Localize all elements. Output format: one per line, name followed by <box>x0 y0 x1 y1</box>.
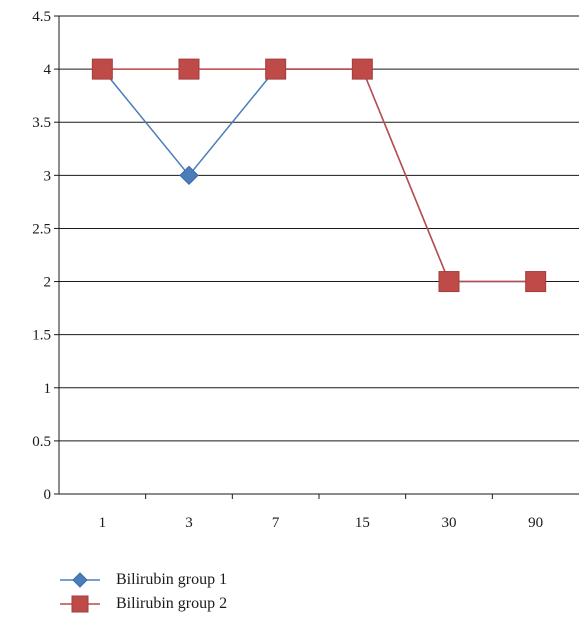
x-tick-labels: 1 3 7 15 30 90 <box>99 515 544 531</box>
legend-item-group-1: Bilirubin group 1 <box>60 568 227 592</box>
x-tick-label: 15 <box>355 515 370 531</box>
y-tick-label: 0 <box>44 487 52 503</box>
axes <box>54 16 579 499</box>
y-tick-label: 1 <box>44 381 52 397</box>
x-tick-label: 1 <box>99 515 107 531</box>
x-tick-label: 90 <box>528 515 543 531</box>
data-point <box>526 272 546 292</box>
y-tick-label: 0.5 <box>32 434 51 450</box>
y-tick-label: 2 <box>44 275 52 291</box>
y-tick-label: 1.5 <box>32 328 51 344</box>
x-tick-label: 3 <box>185 515 193 531</box>
y-tick-labels: 0 0.5 1 1.5 2 2.5 3 3.5 4 4.5 <box>32 9 51 503</box>
data-point <box>439 272 459 292</box>
data-point <box>266 59 286 79</box>
legend: Bilirubin group 1 Bilirubin group 2 <box>60 568 227 616</box>
y-tick-label: 4.5 <box>32 9 51 25</box>
data-point <box>352 59 372 79</box>
legend-label-group-1: Bilirubin group 1 <box>116 571 227 589</box>
diamond-marker-icon <box>60 570 100 590</box>
square-marker-icon <box>60 594 100 614</box>
data-point <box>179 59 199 79</box>
x-tick-label: 30 <box>442 515 457 531</box>
y-tick-label: 3.5 <box>32 115 51 131</box>
legend-label-group-2: Bilirubin group 2 <box>116 595 227 613</box>
y-tick-label: 2.5 <box>32 221 51 237</box>
gridlines <box>59 16 579 441</box>
line-chart: 0 0.5 1 1.5 2 2.5 3 3.5 4 4.5 1 3 7 15 30 90 <box>0 0 579 560</box>
legend-item-group-2: Bilirubin group 2 <box>60 592 227 616</box>
x-tick-label: 7 <box>272 515 280 531</box>
y-tick-label: 3 <box>44 168 52 184</box>
data-point <box>180 166 198 184</box>
y-tick-label: 4 <box>44 62 52 78</box>
data-point <box>92 59 112 79</box>
